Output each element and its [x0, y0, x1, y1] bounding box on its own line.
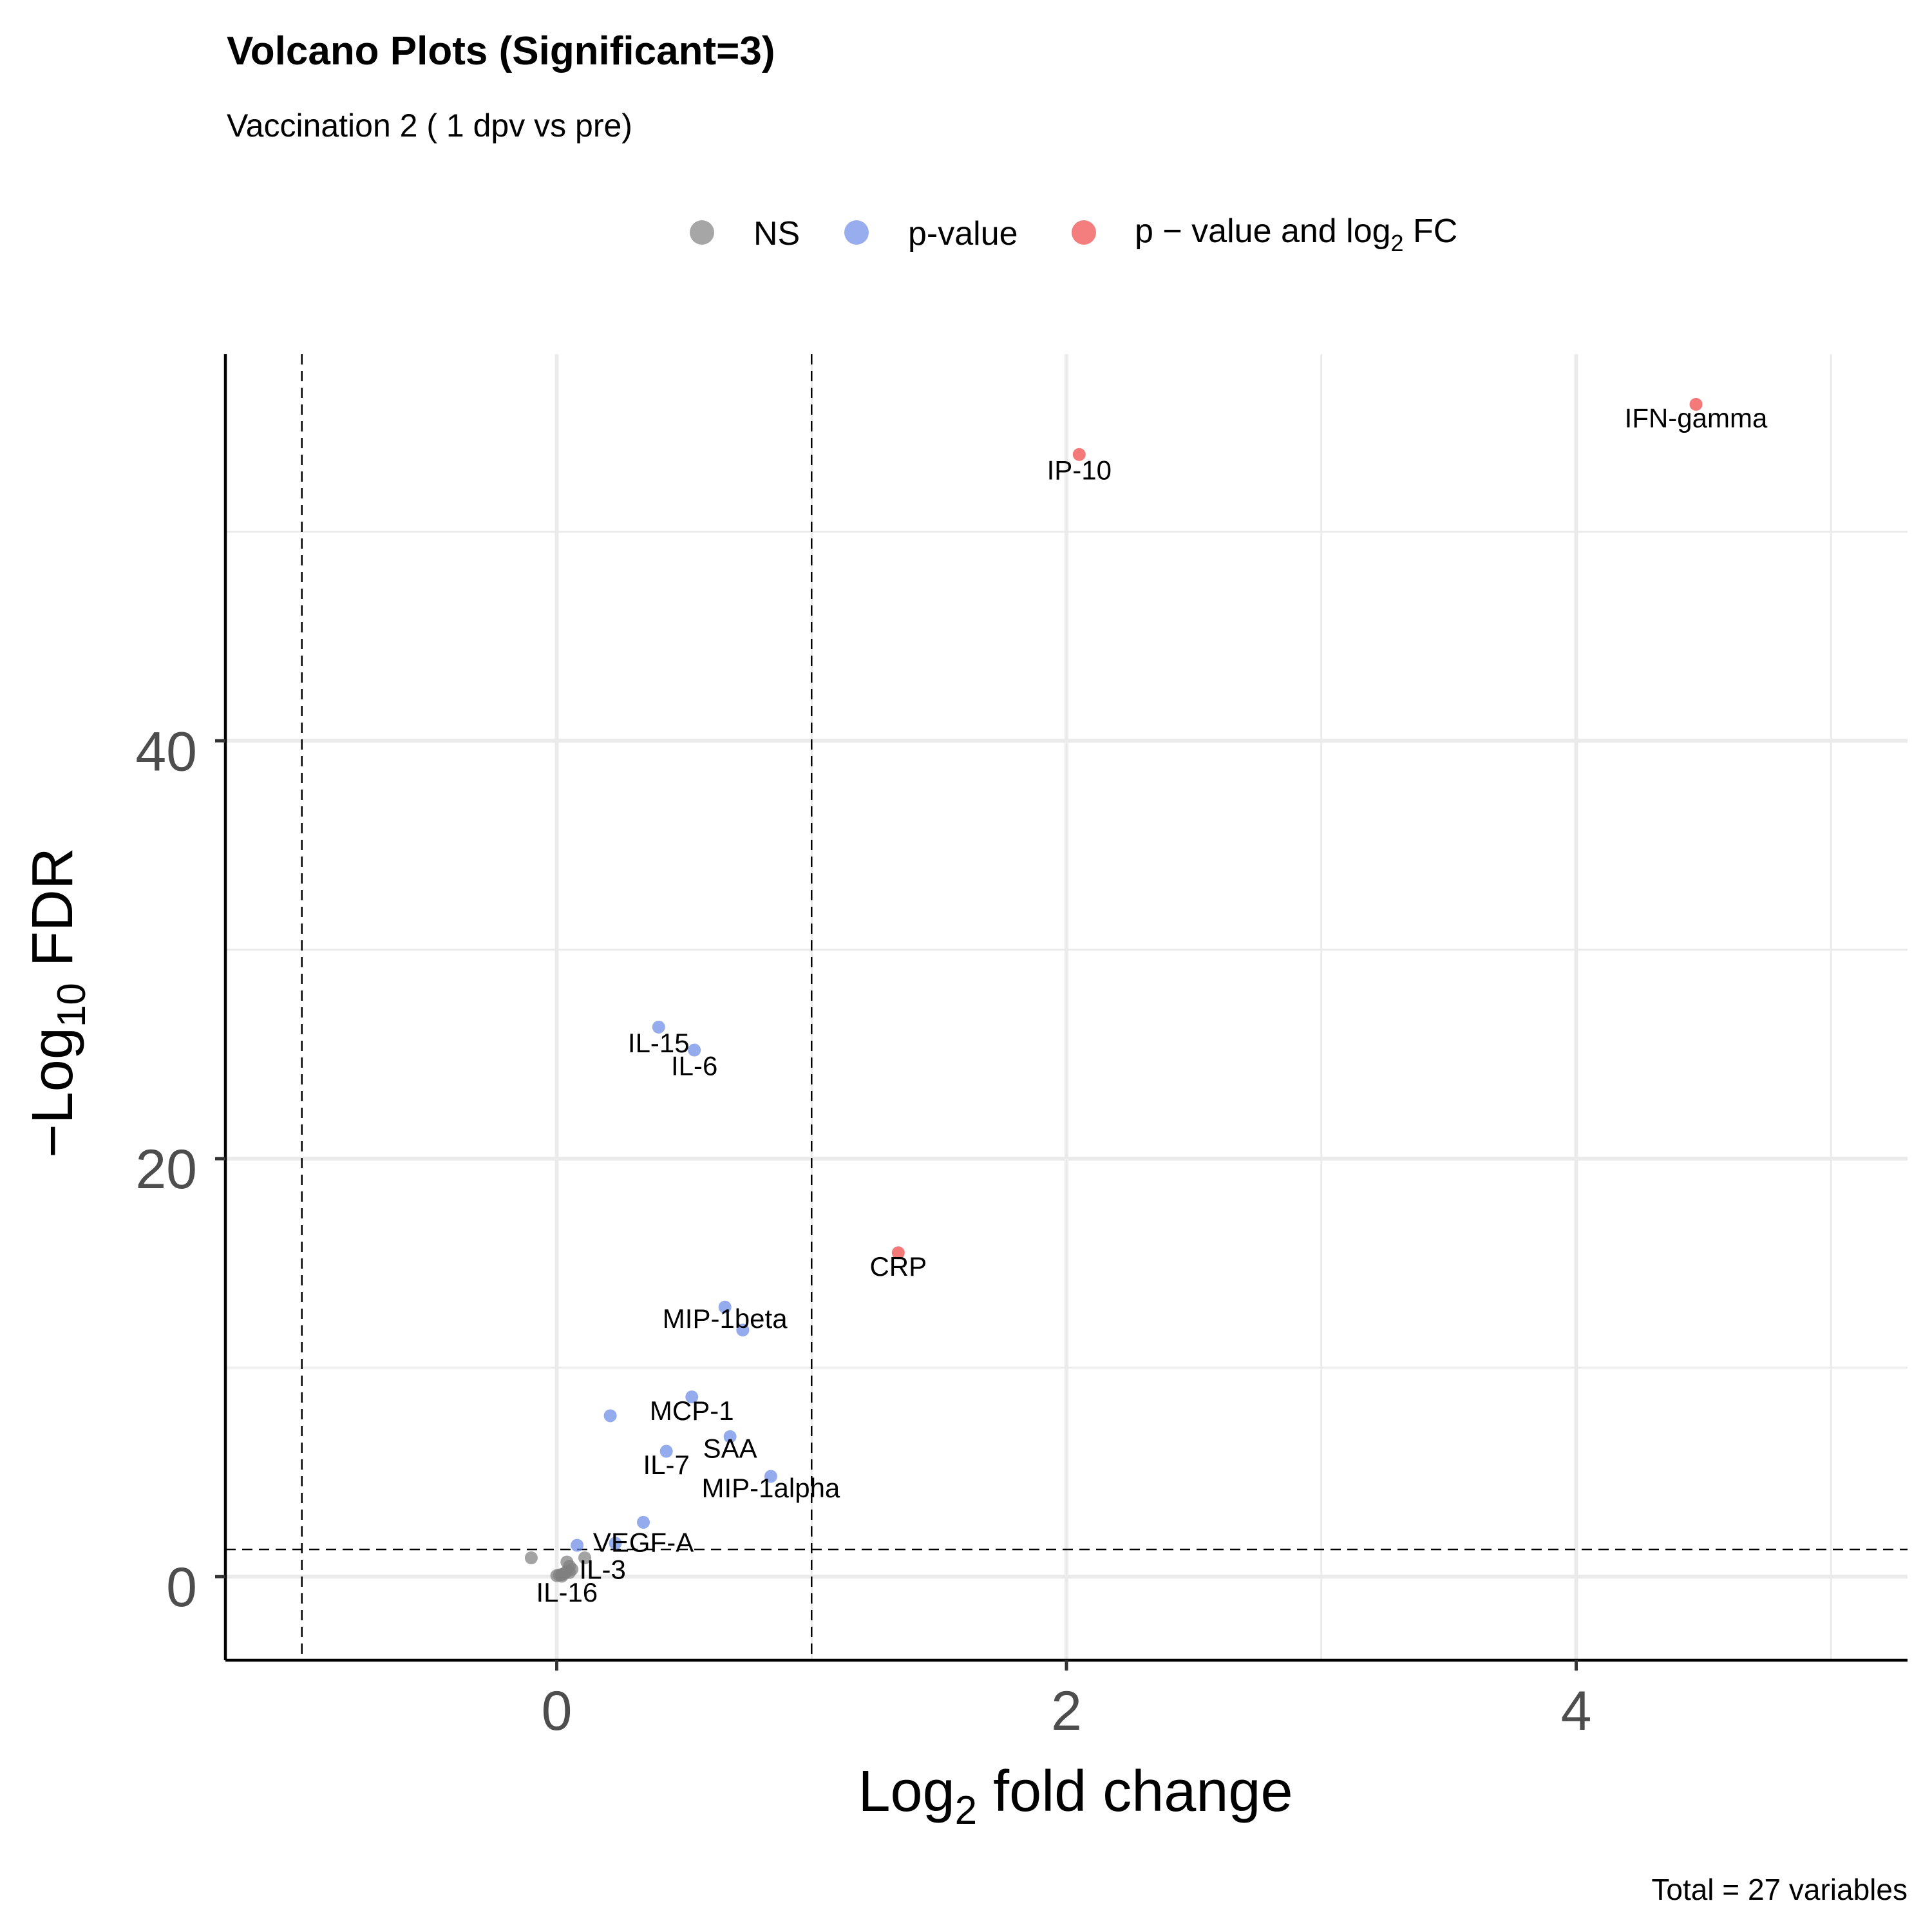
- grid: [225, 354, 1908, 1660]
- data-point-p: [688, 1043, 701, 1057]
- x-axis-title-rest: fold change: [977, 1759, 1293, 1824]
- chart-subtitle: Vaccination 2 ( 1 dpv vs pre): [227, 108, 632, 144]
- point-label: MIP-1alpha: [702, 1473, 840, 1503]
- chart-caption: Total = 27 variables: [1651, 1873, 1908, 1906]
- axes: [215, 354, 1908, 1671]
- legend-pvalue-fc-label: p − value and log2 FC: [1135, 213, 1457, 256]
- threshold-lines: [225, 354, 1908, 1660]
- data-points: [524, 397, 1703, 1583]
- legend-ns-swatch: [690, 220, 714, 245]
- data-point-p: [603, 1409, 617, 1423]
- y-axis-title-main: −Log: [21, 1027, 85, 1158]
- x-tick-label: 4: [1561, 1680, 1592, 1742]
- data-point-ns: [555, 1569, 569, 1583]
- y-axis-title-sub: 10: [50, 983, 94, 1027]
- point-label: IFN-gamma: [1625, 403, 1768, 433]
- chart-title: Volcano Plots (Significant=3): [227, 29, 775, 73]
- data-point-ns: [524, 1551, 538, 1565]
- point-label: IL-15: [628, 1028, 690, 1058]
- point-label: MCP-1: [650, 1396, 734, 1426]
- y-tick-label: 40: [135, 721, 197, 782]
- legend: NS p-value p − value and log2 FC: [690, 213, 1457, 256]
- data-point-p: [718, 1300, 732, 1314]
- data-point-pfc: [1689, 397, 1703, 411]
- legend-pfc-text-b: FC: [1404, 213, 1458, 250]
- point-label: IL-7: [643, 1450, 689, 1480]
- x-tick-label: 2: [1051, 1680, 1082, 1742]
- legend-pvalue-swatch: [844, 220, 869, 245]
- x-axis-title-sub: 2: [955, 1788, 977, 1833]
- point-label: IP-10: [1047, 455, 1112, 486]
- data-point-p: [609, 1537, 622, 1550]
- data-point-p: [723, 1430, 737, 1443]
- data-point-p: [637, 1515, 650, 1529]
- data-point-p: [764, 1470, 777, 1483]
- y-tick-label: 0: [166, 1557, 197, 1618]
- legend-pfc-text-a: p − value and log: [1135, 213, 1391, 250]
- legend-ns-label: NS: [753, 215, 800, 252]
- x-axis-title: Log2 fold change: [858, 1759, 1293, 1833]
- y-tick-label: 20: [135, 1139, 197, 1200]
- data-point-pfc: [1072, 448, 1086, 461]
- data-point-p: [685, 1390, 699, 1404]
- x-axis-title-main: Log: [858, 1759, 954, 1824]
- point-label: MIP-1beta: [663, 1303, 788, 1334]
- data-point-p: [571, 1539, 584, 1552]
- x-tick-label: 0: [542, 1680, 573, 1742]
- point-label: VEGF-A: [593, 1527, 694, 1557]
- data-point-p: [652, 1020, 665, 1034]
- point-label: IL-3: [580, 1554, 626, 1584]
- point-label: IL-6: [671, 1050, 717, 1081]
- point-label: SAA: [703, 1433, 757, 1463]
- point-label: IL-16: [536, 1577, 598, 1607]
- y-axis-title: −Log10 FDR: [21, 848, 94, 1158]
- legend-pvalue-fc-swatch: [1072, 220, 1096, 245]
- legend-pfc-text-sub: 2: [1391, 230, 1404, 256]
- data-point-p: [736, 1323, 750, 1337]
- point-label: CRP: [869, 1251, 927, 1282]
- data-point-p: [659, 1444, 673, 1458]
- legend-pvalue-label: p-value: [908, 215, 1018, 252]
- data-point-ns: [578, 1551, 592, 1565]
- y-axis-title-rest: FDR: [21, 848, 85, 983]
- data-point-pfc: [891, 1246, 905, 1260]
